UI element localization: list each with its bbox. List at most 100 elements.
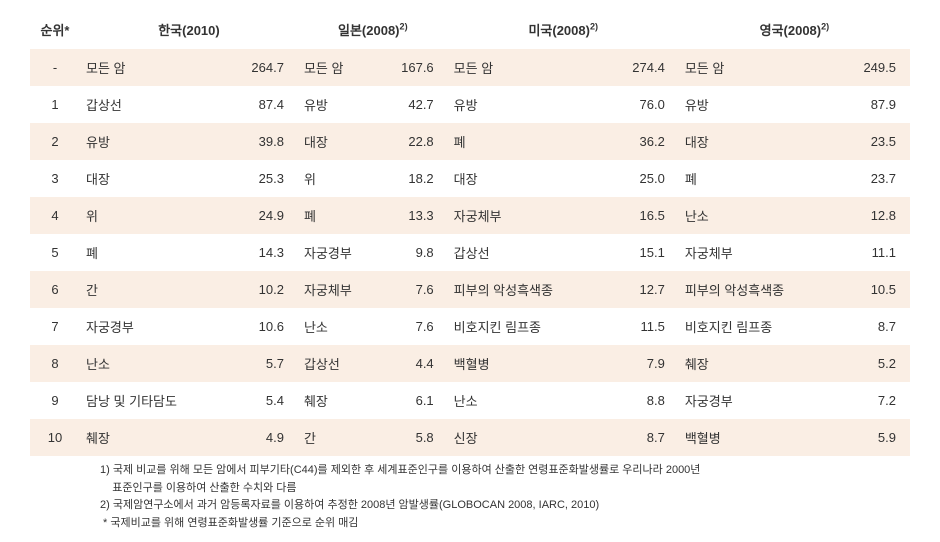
cancer-name-cell: 자궁경부 [298, 234, 393, 271]
value-cell: 8.7 [624, 419, 679, 456]
cancer-name-cell: 자궁경부 [679, 382, 855, 419]
value-cell: 9.8 [393, 234, 448, 271]
table-row: 5폐14.3자궁경부9.8갑상선15.1자궁체부11.1 [30, 234, 910, 271]
cancer-name-cell: 모든 암 [298, 49, 393, 86]
cancer-name-cell: 모든 암 [80, 49, 243, 86]
value-cell: 7.9 [624, 345, 679, 382]
value-cell: 5.4 [243, 382, 298, 419]
cancer-name-cell: 폐 [448, 123, 624, 160]
value-cell: 76.0 [624, 86, 679, 123]
rank-cell: 8 [30, 345, 80, 382]
value-cell: 264.7 [243, 49, 298, 86]
cancer-name-cell: 대장 [679, 123, 855, 160]
value-cell: 16.5 [624, 197, 679, 234]
value-cell: 87.4 [243, 86, 298, 123]
cancer-incidence-table: 순위* 한국(2010) 일본(2008)2) 미국(2008)2) 영국(20… [30, 10, 910, 456]
cancer-name-cell: 폐 [80, 234, 243, 271]
value-cell: 23.5 [855, 123, 910, 160]
cancer-name-cell: 비호지킨 림프종 [679, 308, 855, 345]
rank-cell: 2 [30, 123, 80, 160]
cancer-name-cell: 유방 [448, 86, 624, 123]
cancer-name-cell: 췌장 [80, 419, 243, 456]
cancer-name-cell: 위 [80, 197, 243, 234]
value-cell: 249.5 [855, 49, 910, 86]
cancer-name-cell: 자궁체부 [448, 197, 624, 234]
cancer-name-cell: 췌장 [679, 345, 855, 382]
cancer-name-cell: 폐 [679, 160, 855, 197]
value-cell: 15.1 [624, 234, 679, 271]
footnote-2: 2) 국제암연구소에서 과거 암등록자료를 이용하여 추정한 2008년 암발생… [100, 497, 910, 514]
value-cell: 8.7 [855, 308, 910, 345]
value-cell: 25.0 [624, 160, 679, 197]
cancer-name-cell: 백혈병 [448, 345, 624, 382]
rank-cell: 10 [30, 419, 80, 456]
cancer-name-cell: 자궁체부 [298, 271, 393, 308]
value-cell: 10.6 [243, 308, 298, 345]
rank-cell: 7 [30, 308, 80, 345]
cancer-name-cell: 대장 [298, 123, 393, 160]
header-country-1: 일본(2008)2) [298, 10, 448, 49]
cancer-name-cell: 유방 [679, 86, 855, 123]
cancer-name-cell: 난소 [679, 197, 855, 234]
table-row: 4위24.9폐13.3자궁체부16.5난소12.8 [30, 197, 910, 234]
table-row: 8난소5.7갑상선4.4백혈병7.9췌장5.2 [30, 345, 910, 382]
rank-cell: 1 [30, 86, 80, 123]
header-country-3: 영국(2008)2) [679, 10, 910, 49]
rank-cell: 3 [30, 160, 80, 197]
cancer-name-cell: 난소 [80, 345, 243, 382]
value-cell: 7.2 [855, 382, 910, 419]
cancer-name-cell: 자궁경부 [80, 308, 243, 345]
footnote-1b: 표준인구를 이용하여 산출한 수치와 다름 [100, 480, 910, 497]
value-cell: 13.3 [393, 197, 448, 234]
cancer-name-cell: 난소 [298, 308, 393, 345]
cancer-name-cell: 유방 [298, 86, 393, 123]
value-cell: 42.7 [393, 86, 448, 123]
cancer-name-cell: 폐 [298, 197, 393, 234]
cancer-name-cell: 모든 암 [679, 49, 855, 86]
cancer-name-cell: 갑상선 [448, 234, 624, 271]
cancer-name-cell: 신장 [448, 419, 624, 456]
value-cell: 274.4 [624, 49, 679, 86]
cancer-name-cell: 갑상선 [298, 345, 393, 382]
header-row: 순위* 한국(2010) 일본(2008)2) 미국(2008)2) 영국(20… [30, 10, 910, 49]
value-cell: 10.2 [243, 271, 298, 308]
table-row: 3대장25.3위18.2대장25.0폐23.7 [30, 160, 910, 197]
footnote-1: 1) 국제 비교를 위해 모든 암에서 피부기타(C44)를 제외한 후 세계표… [100, 462, 910, 479]
header-rank: 순위* [30, 10, 80, 49]
value-cell: 12.8 [855, 197, 910, 234]
cancer-name-cell: 피부의 악성흑색종 [448, 271, 624, 308]
table-row: 7자궁경부10.6난소7.6비호지킨 림프종11.5비호지킨 림프종8.7 [30, 308, 910, 345]
rank-cell: 6 [30, 271, 80, 308]
cancer-name-cell: 간 [298, 419, 393, 456]
cancer-name-cell: 자궁체부 [679, 234, 855, 271]
value-cell: 11.5 [624, 308, 679, 345]
cancer-name-cell: 대장 [80, 160, 243, 197]
table-row: 10췌장4.9간5.8신장8.7백혈병5.9 [30, 419, 910, 456]
value-cell: 7.6 [393, 271, 448, 308]
value-cell: 167.6 [393, 49, 448, 86]
value-cell: 6.1 [393, 382, 448, 419]
value-cell: 5.7 [243, 345, 298, 382]
value-cell: 5.9 [855, 419, 910, 456]
cancer-name-cell: 담낭 및 기타담도 [80, 382, 243, 419]
cancer-name-cell: 췌장 [298, 382, 393, 419]
cancer-name-cell: 백혈병 [679, 419, 855, 456]
value-cell: 25.3 [243, 160, 298, 197]
rank-cell: - [30, 49, 80, 86]
cancer-name-cell: 모든 암 [448, 49, 624, 86]
cancer-name-cell: 난소 [448, 382, 624, 419]
value-cell: 24.9 [243, 197, 298, 234]
cancer-name-cell: 유방 [80, 123, 243, 160]
value-cell: 4.4 [393, 345, 448, 382]
value-cell: 5.2 [855, 345, 910, 382]
cancer-name-cell: 대장 [448, 160, 624, 197]
footnotes: 1) 국제 비교를 위해 모든 암에서 피부기타(C44)를 제외한 후 세계표… [30, 462, 910, 531]
cancer-name-cell: 피부의 악성흑색종 [679, 271, 855, 308]
value-cell: 39.8 [243, 123, 298, 160]
table-row: -모든 암264.7모든 암167.6모든 암274.4모든 암249.5 [30, 49, 910, 86]
cancer-name-cell: 갑상선 [80, 86, 243, 123]
value-cell: 10.5 [855, 271, 910, 308]
value-cell: 18.2 [393, 160, 448, 197]
cancer-name-cell: 위 [298, 160, 393, 197]
value-cell: 5.8 [393, 419, 448, 456]
